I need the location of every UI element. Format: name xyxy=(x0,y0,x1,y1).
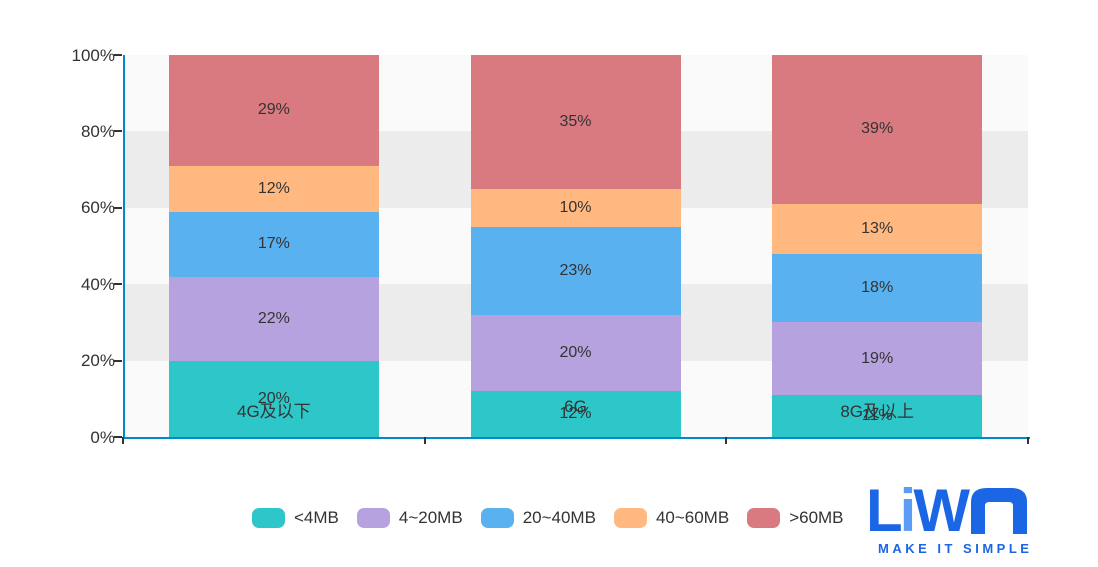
y-axis-tick xyxy=(114,283,122,286)
legend-swatch xyxy=(356,508,390,528)
legend-label: 4~20MB xyxy=(398,508,463,527)
y-axis-label: 80% xyxy=(80,121,115,141)
legend-swatch xyxy=(252,508,285,528)
y-axis-tick xyxy=(114,130,122,133)
bar-segment-<4MB[interactable]: 12% xyxy=(470,391,681,437)
y-axis-label: 100% xyxy=(71,45,115,65)
legend-swatch xyxy=(480,508,514,528)
bar-segment->60MB[interactable]: 35% xyxy=(470,55,681,189)
y-axis-label: 40% xyxy=(80,274,115,294)
logo-letter-i: i xyxy=(899,477,917,544)
bar-segment->60MB[interactable]: 39% xyxy=(772,55,983,204)
legend-label: 20~40MB xyxy=(522,508,596,527)
y-axis-tick xyxy=(114,54,122,56)
x-axis-tick xyxy=(725,437,728,444)
logo-wordmark: L i W xyxy=(866,477,1066,544)
y-axis-label: 0% xyxy=(90,427,115,447)
bar-segment-20~40MB[interactable]: 23% xyxy=(470,226,681,315)
x-axis-tick xyxy=(122,437,124,444)
legend-label: >60MB xyxy=(789,508,844,527)
legend-item-40~60MB[interactable]: 40~60MB xyxy=(613,508,730,528)
x-axis-label: 6G xyxy=(564,397,587,416)
bar-segment-<4MB[interactable]: 11% xyxy=(772,394,983,437)
bar-segment-40~60MB[interactable]: 13% xyxy=(772,203,983,254)
logo-letter-l: L xyxy=(866,477,903,544)
y-axis-tick xyxy=(114,206,122,209)
bar-segment-40~60MB[interactable]: 12% xyxy=(168,165,379,212)
x-axis-label: 8G及以上 xyxy=(840,402,914,421)
bar-6G: 35% 10% 23% 20% 12% xyxy=(470,55,681,437)
bar-segment-4~20MB[interactable]: 19% xyxy=(772,322,983,395)
bar-segment-40~60MB[interactable]: 10% xyxy=(470,188,681,227)
y-axis-line xyxy=(123,55,125,437)
legend-item-4~20MB[interactable]: 4~20MB xyxy=(356,508,463,528)
y-axis-tick xyxy=(114,436,122,438)
bar-segment-20~40MB[interactable]: 18% xyxy=(772,253,983,323)
legend-label: <4MB xyxy=(294,508,339,527)
bar-8G及以上: 39% 13% 18% 19% 11% xyxy=(772,55,983,437)
plot-area: 0% 20% 40% 60% 80% 100% 29% 12% 17% 22% 20% 35% 10% 2… xyxy=(72,47,1030,446)
y-axis-tick xyxy=(114,359,122,362)
logo-letter-w: W xyxy=(913,477,970,544)
logo-letter-a-shape xyxy=(970,488,1027,534)
legend-item-20~40MB[interactable]: 20~40MB xyxy=(480,508,596,528)
bar-segment-4~20MB[interactable]: 22% xyxy=(168,276,379,361)
liwa-logo: L i W MAKE IT SIMPLE xyxy=(866,477,1066,557)
chart-legend: <4MB 4~20MB 20~40MB 40~60MB >60MB xyxy=(252,508,844,528)
bar-segment-<4MB[interactable]: 20% xyxy=(168,360,379,437)
bar-segment->60MB[interactable]: 29% xyxy=(168,55,379,166)
bar-segment-20~40MB[interactable]: 17% xyxy=(168,211,379,277)
y-axis-label: 20% xyxy=(80,351,115,371)
legend-item-<4MB[interactable]: <4MB xyxy=(252,508,339,528)
legend-swatch xyxy=(613,508,647,528)
bar-4G及以下: 29% 12% 17% 22% 20% xyxy=(168,55,379,437)
y-axis-label: 60% xyxy=(80,198,115,218)
logo-tagline: MAKE IT SIMPLE xyxy=(878,541,1033,556)
x-axis-tick xyxy=(423,437,426,444)
x-axis-label: 4G及以下 xyxy=(236,402,311,421)
x-axis-line xyxy=(123,437,1030,439)
x-axis-tick xyxy=(1027,437,1029,444)
legend-label: 40~60MB xyxy=(655,508,730,527)
legend-item->60MB[interactable]: >60MB xyxy=(747,508,844,528)
legend-swatch xyxy=(747,508,781,528)
bar-segment-4~20MB[interactable]: 20% xyxy=(470,314,681,392)
